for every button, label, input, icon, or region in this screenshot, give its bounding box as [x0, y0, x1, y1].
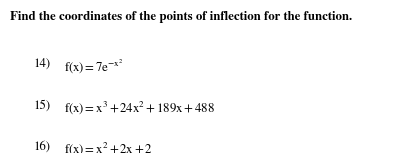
Text: Find the coordinates of the points of inflection for the function.: Find the coordinates of the points of in…: [10, 11, 352, 23]
Text: $\mathregular{f(x) = x^3 + 24x^2 + 189x + 488}$: $\mathregular{f(x) = x^3 + 24x^2 + 189x …: [64, 99, 215, 116]
Text: 14): 14): [33, 58, 50, 70]
Text: 16): 16): [33, 141, 50, 153]
Text: $\mathregular{f(x) = 7e^{-x^2}}$: $\mathregular{f(x) = 7e^{-x^2}}$: [64, 58, 124, 76]
Text: 15): 15): [33, 99, 50, 111]
Text: $\mathregular{f(x) = x^2 + 2x + 2}$: $\mathregular{f(x) = x^2 + 2x + 2}$: [64, 141, 153, 153]
